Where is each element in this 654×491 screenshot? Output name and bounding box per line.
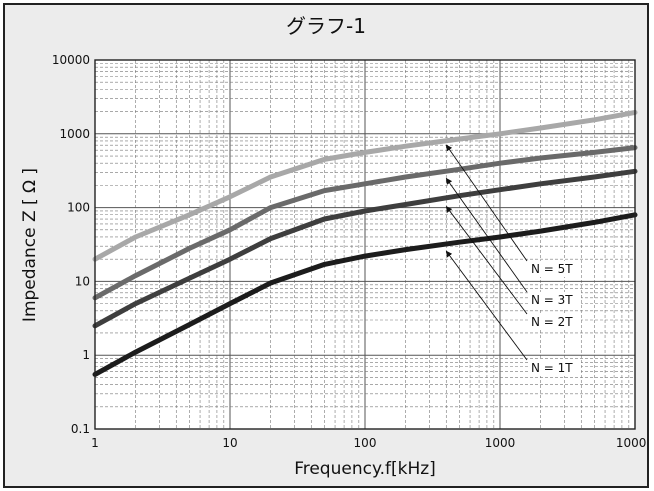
plot-border <box>94 59 636 430</box>
x-tick-label: 1000 <box>485 436 516 450</box>
annotation-label: N = 1T <box>531 361 573 375</box>
annotation-leader-line <box>445 177 528 293</box>
y-tick-label: 10000 <box>52 53 90 67</box>
chart-frame: グラフ-1 N = 5T N = 3T N = 2T N = 1T 1 10 100 100… <box>3 3 649 488</box>
x-tick-label: 100 <box>354 436 377 450</box>
y-axis-title: Impedance Z [ Ω ] <box>20 168 40 322</box>
y-tick-label: 0.1 <box>71 422 90 436</box>
y-tick-label: 10 <box>75 274 90 288</box>
y-tick-label: 1000 <box>59 127 90 141</box>
annotation-label: N = 3T <box>531 293 573 307</box>
chart-title: グラフ-1 <box>286 14 366 38</box>
x-axis-title: Frequency.f[kHz] <box>294 459 436 479</box>
series-line-n-3t <box>92 145 638 301</box>
series-line-n-2t <box>92 168 638 329</box>
annotation-label-bg <box>529 314 581 330</box>
x-tick-label: 1 <box>91 436 99 450</box>
x-tick-label: 10 <box>222 436 237 450</box>
annotation-label-bg <box>529 292 581 308</box>
annotation-label: N = 5T <box>531 262 573 276</box>
series-line-n-5t <box>92 109 638 262</box>
series-line-n-1t <box>92 212 638 377</box>
annotation-label-bg <box>529 261 581 277</box>
y-tick-label: 1 <box>82 348 90 362</box>
x-tick-label: 10000 <box>616 436 647 450</box>
annotation-leader-line <box>445 205 528 315</box>
impedance-chart: グラフ-1 N = 5TN = 3TN = 2TN = 1T 1 10 100 100… <box>20 14 647 479</box>
annotation-label-bg <box>529 360 581 376</box>
series-layer <box>92 109 638 377</box>
annotation-leader-line <box>445 250 528 361</box>
y-tick-label: 100 <box>67 201 90 215</box>
annotation-layer: N = 5T N = 3T N = 2T N = 1T <box>445 144 581 376</box>
annotation-label: N = 2T <box>531 315 573 329</box>
annotation-leader-line <box>445 144 528 262</box>
